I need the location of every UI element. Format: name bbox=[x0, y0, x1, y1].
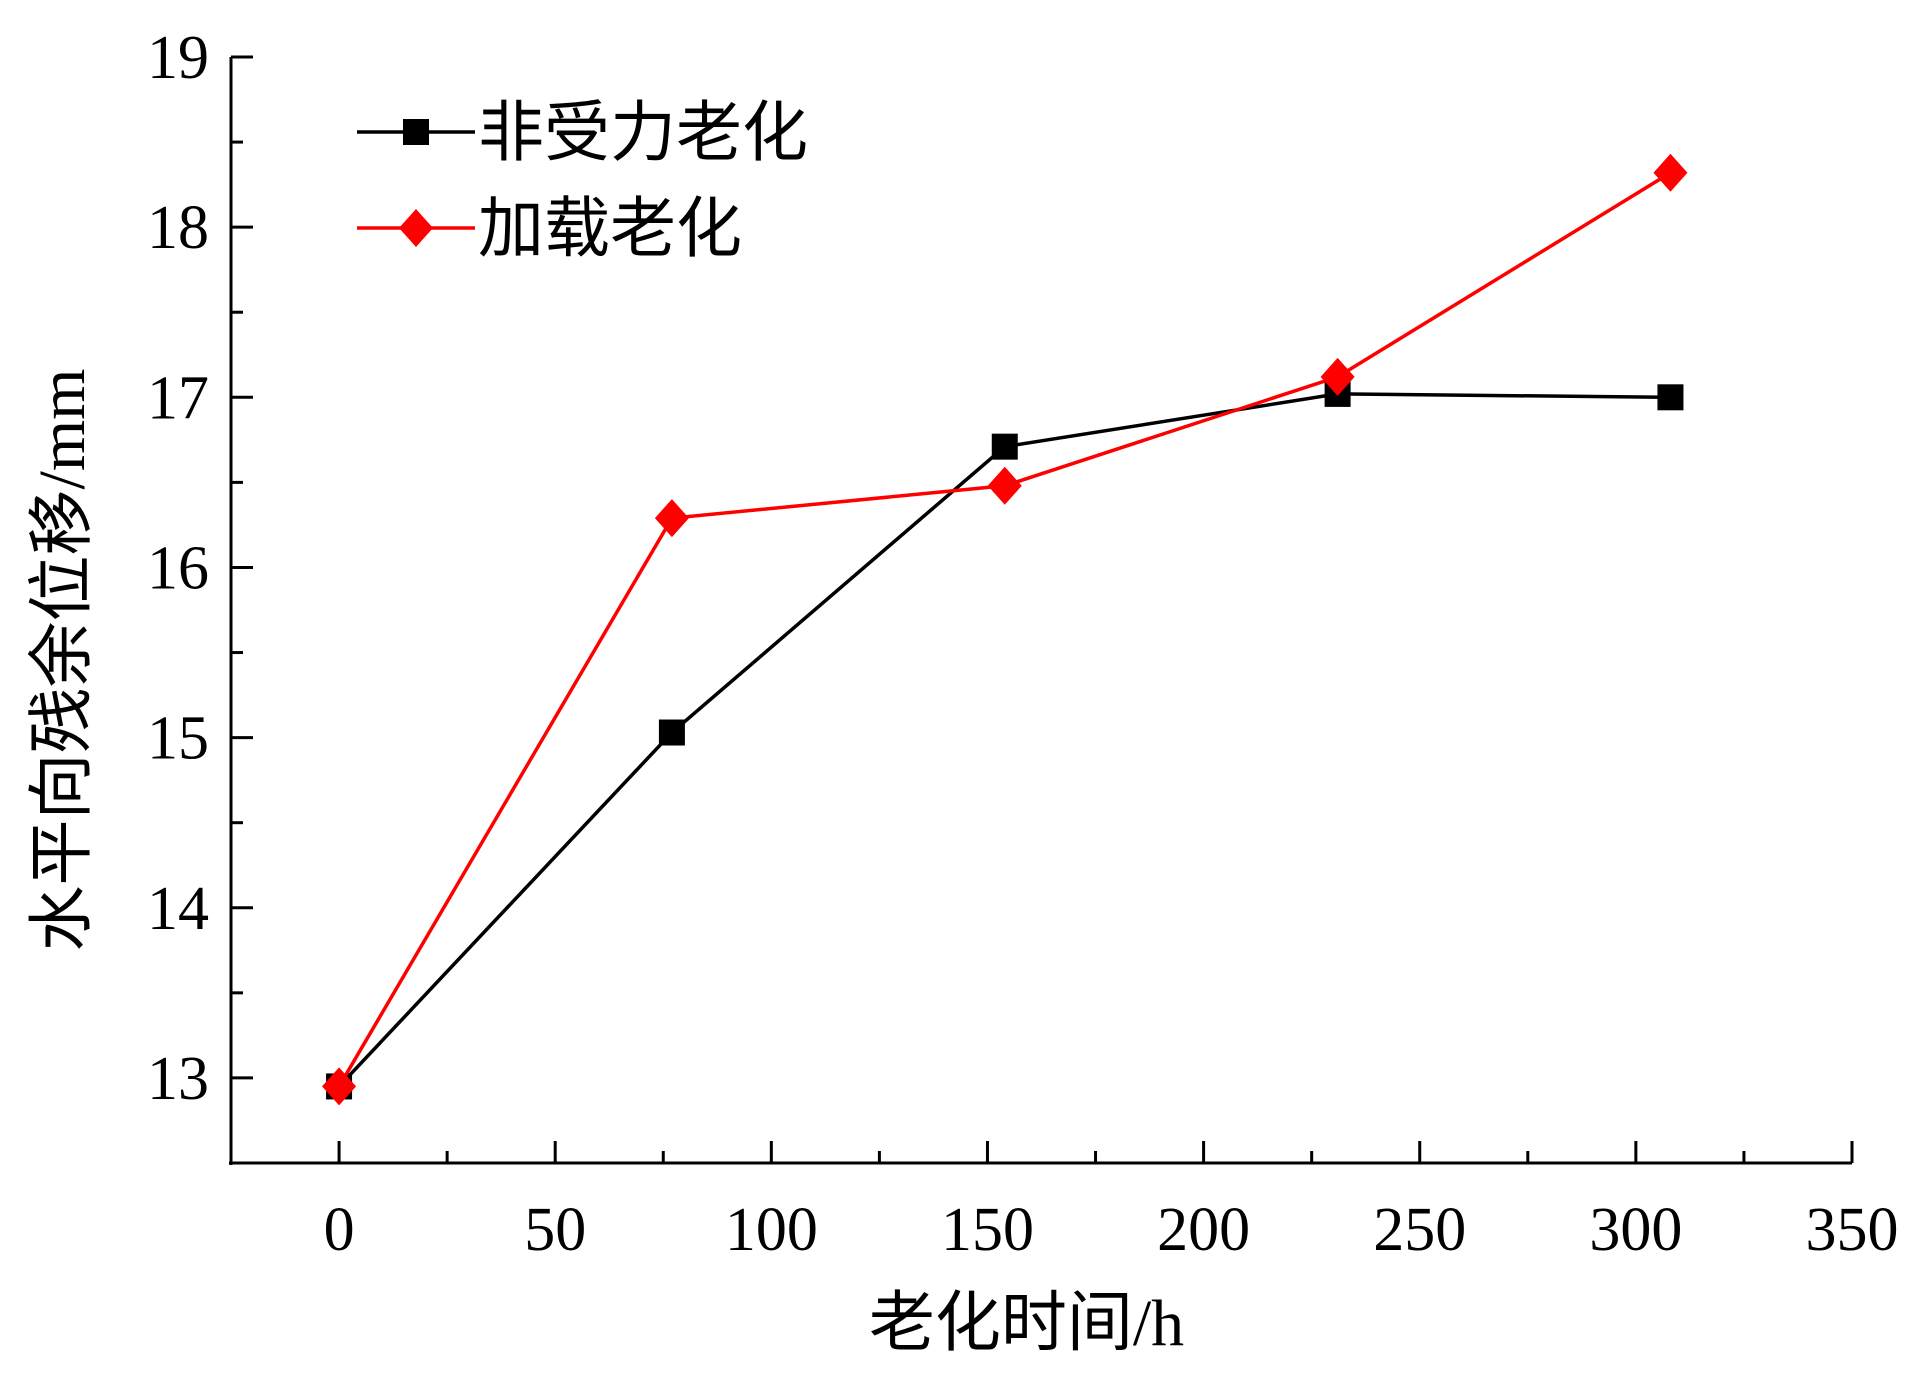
legend-label: 加载老化 bbox=[478, 193, 742, 266]
diamond-marker-icon bbox=[399, 209, 433, 247]
legend-item: 非受力老化 bbox=[357, 97, 808, 170]
data-point bbox=[322, 1067, 357, 1106]
x-tick-label: 300 bbox=[1589, 1196, 1682, 1264]
series-2 bbox=[322, 153, 1688, 1106]
axes: 0 50 100 150 200 250 300 350 13 14 15 16 17 18 19 bbox=[147, 24, 1899, 1264]
square-marker-icon bbox=[403, 119, 429, 145]
data-point bbox=[987, 466, 1022, 505]
y-tick-label: 19 bbox=[147, 24, 209, 92]
legend-item: 加载老化 bbox=[357, 193, 742, 266]
data-point bbox=[1320, 357, 1355, 396]
x-tick-label: 0 bbox=[324, 1196, 355, 1264]
series-line bbox=[337, 171, 1672, 1088]
y-tick-label: 14 bbox=[147, 875, 209, 943]
y-tick-label: 18 bbox=[147, 194, 209, 262]
data-point bbox=[654, 499, 689, 538]
y-tick-label: 16 bbox=[147, 534, 209, 602]
x-tick-label: 100 bbox=[725, 1196, 818, 1264]
plot-area bbox=[322, 153, 1688, 1106]
x-tick-label: 150 bbox=[941, 1196, 1034, 1264]
data-point bbox=[1657, 384, 1684, 411]
y-tick-label: 13 bbox=[147, 1045, 209, 1113]
y-tick-label: 15 bbox=[147, 705, 209, 773]
x-axis-title: 老化时间/h bbox=[869, 1287, 1184, 1360]
x-tick-label: 50 bbox=[524, 1196, 586, 1264]
y-axis-title: 水平向残余位移/mm bbox=[26, 368, 99, 951]
x-tick-label: 350 bbox=[1806, 1196, 1899, 1264]
x-tick-label: 250 bbox=[1373, 1196, 1466, 1264]
data-point bbox=[991, 433, 1018, 460]
data-point bbox=[1653, 153, 1688, 192]
legend-label: 非受力老化 bbox=[478, 97, 808, 170]
y-tick-label: 17 bbox=[147, 364, 209, 432]
x-tick-label: 200 bbox=[1157, 1196, 1250, 1264]
data-point bbox=[658, 719, 685, 746]
